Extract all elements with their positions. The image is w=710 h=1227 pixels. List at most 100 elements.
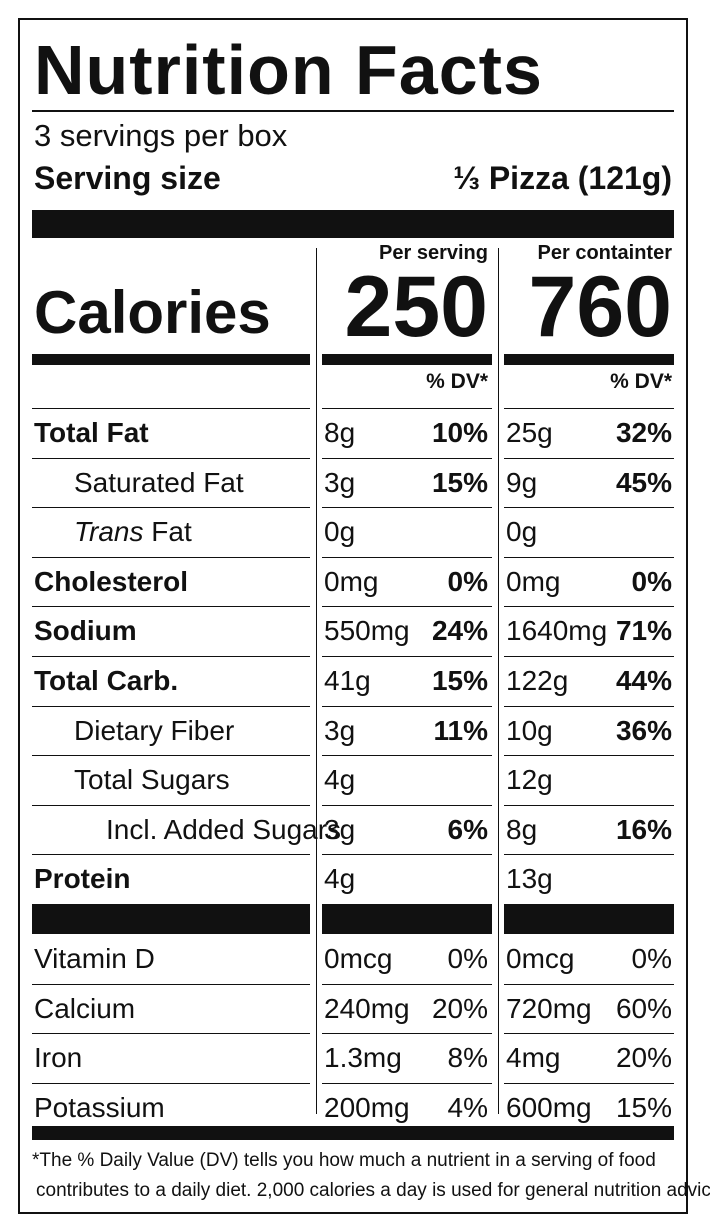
vitamin-serving-dv: 20%	[431, 992, 488, 1024]
container-amount: 9g	[506, 466, 538, 498]
nutrient-label: Total Fat	[34, 417, 149, 449]
nutrient-label-text: Saturated Fat	[74, 466, 244, 498]
row-divider	[322, 656, 492, 657]
dv-header-container: % DV*	[610, 370, 672, 393]
serving-dv: 15%	[431, 466, 488, 498]
row-divider	[322, 1033, 492, 1034]
serving-amount: 3g	[324, 813, 356, 845]
vitamin-container-dv: 0%	[631, 943, 672, 974]
row-divider	[32, 507, 310, 509]
vitamin-label: Iron	[34, 1042, 83, 1073]
serving-amount: 3g	[324, 714, 356, 746]
nutrient-label-text: Fat	[143, 516, 192, 548]
nutrient-label-text: Protein	[34, 863, 131, 895]
row-divider	[32, 656, 310, 657]
thick-divider-vitamins-mid	[322, 904, 492, 934]
vitamin-container-dv: 20%	[615, 1042, 672, 1073]
thick-divider-footnote	[32, 1126, 674, 1140]
calories-label: Calories	[34, 279, 271, 346]
nutrient-label-italic: Trans	[74, 516, 144, 548]
row-divider	[32, 804, 310, 806]
dv-header-serving: % DV*	[426, 370, 488, 393]
container-dv: 45%	[615, 466, 672, 498]
row-divider	[322, 556, 492, 558]
vitamin-container-dv: 15%	[615, 1091, 672, 1123]
vitamin-container-dv: 60%	[615, 992, 672, 1024]
row-divider	[504, 656, 674, 657]
serving-amount: 4g	[324, 863, 356, 895]
vitamin-serving-amount: 1.3mg	[324, 1042, 402, 1073]
serving-dv: 0%	[447, 565, 488, 597]
row-divider	[504, 705, 674, 707]
row-divider	[32, 606, 310, 608]
serving-amount: 3g	[324, 466, 356, 498]
column-divider-left	[316, 248, 317, 1114]
serving-dv: 10%	[431, 417, 488, 448]
calories-bar-left	[32, 354, 310, 365]
serving-dv: 6%	[447, 813, 488, 845]
label-title: Nutrition Facts	[34, 31, 543, 109]
nutrient-label: Total Carb.	[34, 665, 178, 697]
serving-dv: 11%	[433, 714, 489, 746]
container-amount: 12g	[506, 764, 553, 796]
nutrient-label-text: Total Fat	[34, 417, 149, 448]
row-divider	[322, 705, 492, 707]
serving-amount: 0g	[324, 516, 356, 548]
row-divider	[504, 804, 674, 806]
vitamin-serving-dv: 0%	[447, 943, 488, 974]
thick-divider-vitamins-left	[32, 904, 310, 934]
row-divider	[32, 983, 310, 985]
container-amount: 10g	[506, 714, 553, 746]
row-divider	[504, 755, 674, 757]
footnote-line-1: *The % Daily Value (DV) tells you how mu…	[32, 1150, 656, 1171]
row-divider	[32, 705, 310, 707]
container-amount: 1640mg	[506, 615, 608, 647]
per-container-header: Per containter	[537, 242, 672, 264]
row-divider	[504, 854, 674, 856]
row-divider	[322, 755, 492, 757]
nutrient-label: Sodium	[34, 615, 137, 647]
nutrient-label-text: Total Sugars	[74, 764, 230, 796]
container-amount: 0g	[506, 516, 538, 548]
row-divider	[322, 1082, 492, 1084]
serving-amount: 8g	[324, 417, 356, 448]
row-divider	[32, 457, 310, 459]
row-divider	[32, 556, 310, 558]
container-amount: 13g	[506, 863, 553, 895]
nutrient-label: Total Sugars	[74, 764, 230, 796]
thick-divider-top	[32, 210, 674, 238]
container-dv: 32%	[615, 417, 672, 448]
row-divider	[504, 1033, 674, 1034]
row-divider	[504, 408, 674, 409]
vitamin-label: Potassium	[34, 1091, 165, 1123]
vitamin-serving-amount: 240mg	[324, 992, 410, 1024]
vitamin-serving-dv: 4%	[447, 1091, 488, 1123]
serving-size-value: ⅓ Pizza (121g)	[453, 160, 672, 196]
servings-per-container: 3 servings per box	[34, 118, 288, 153]
nutrient-label-text: Incl. Added Sugars	[106, 813, 342, 845]
row-divider	[504, 983, 674, 985]
serving-amount: 550mg	[324, 615, 410, 647]
row-divider	[504, 457, 674, 459]
calories-per-serving: 250	[344, 259, 489, 355]
footnote-line-2: contributes to a daily diet. 2,000 calor…	[36, 1180, 710, 1201]
nutrition-facts-panel: Nutrition Facts 3 servings per box Servi…	[18, 18, 710, 1214]
row-divider	[322, 804, 492, 806]
vitamin-container-amount: 720mg	[506, 992, 592, 1024]
thick-divider-vitamins-right	[504, 904, 674, 934]
container-dv: 71%	[615, 615, 672, 647]
nutrient-label: Trans Fat	[74, 516, 192, 548]
row-divider	[504, 556, 674, 558]
container-amount: 0mg	[506, 565, 561, 597]
nutrient-label-text: Dietary Fiber	[74, 714, 235, 746]
vitamin-label: Calcium	[34, 992, 136, 1024]
serving-dv: 24%	[431, 615, 488, 647]
title-divider	[32, 110, 674, 112]
nutrient-label: Dietary Fiber	[74, 715, 234, 747]
container-dv: 16%	[615, 813, 672, 845]
vitamin-container-amount: 0mcg	[506, 943, 575, 974]
row-divider	[504, 507, 674, 509]
row-divider	[32, 854, 310, 856]
calories-bar-mid	[322, 354, 492, 365]
vitamin-serving-amount: 0mcg	[324, 943, 393, 974]
